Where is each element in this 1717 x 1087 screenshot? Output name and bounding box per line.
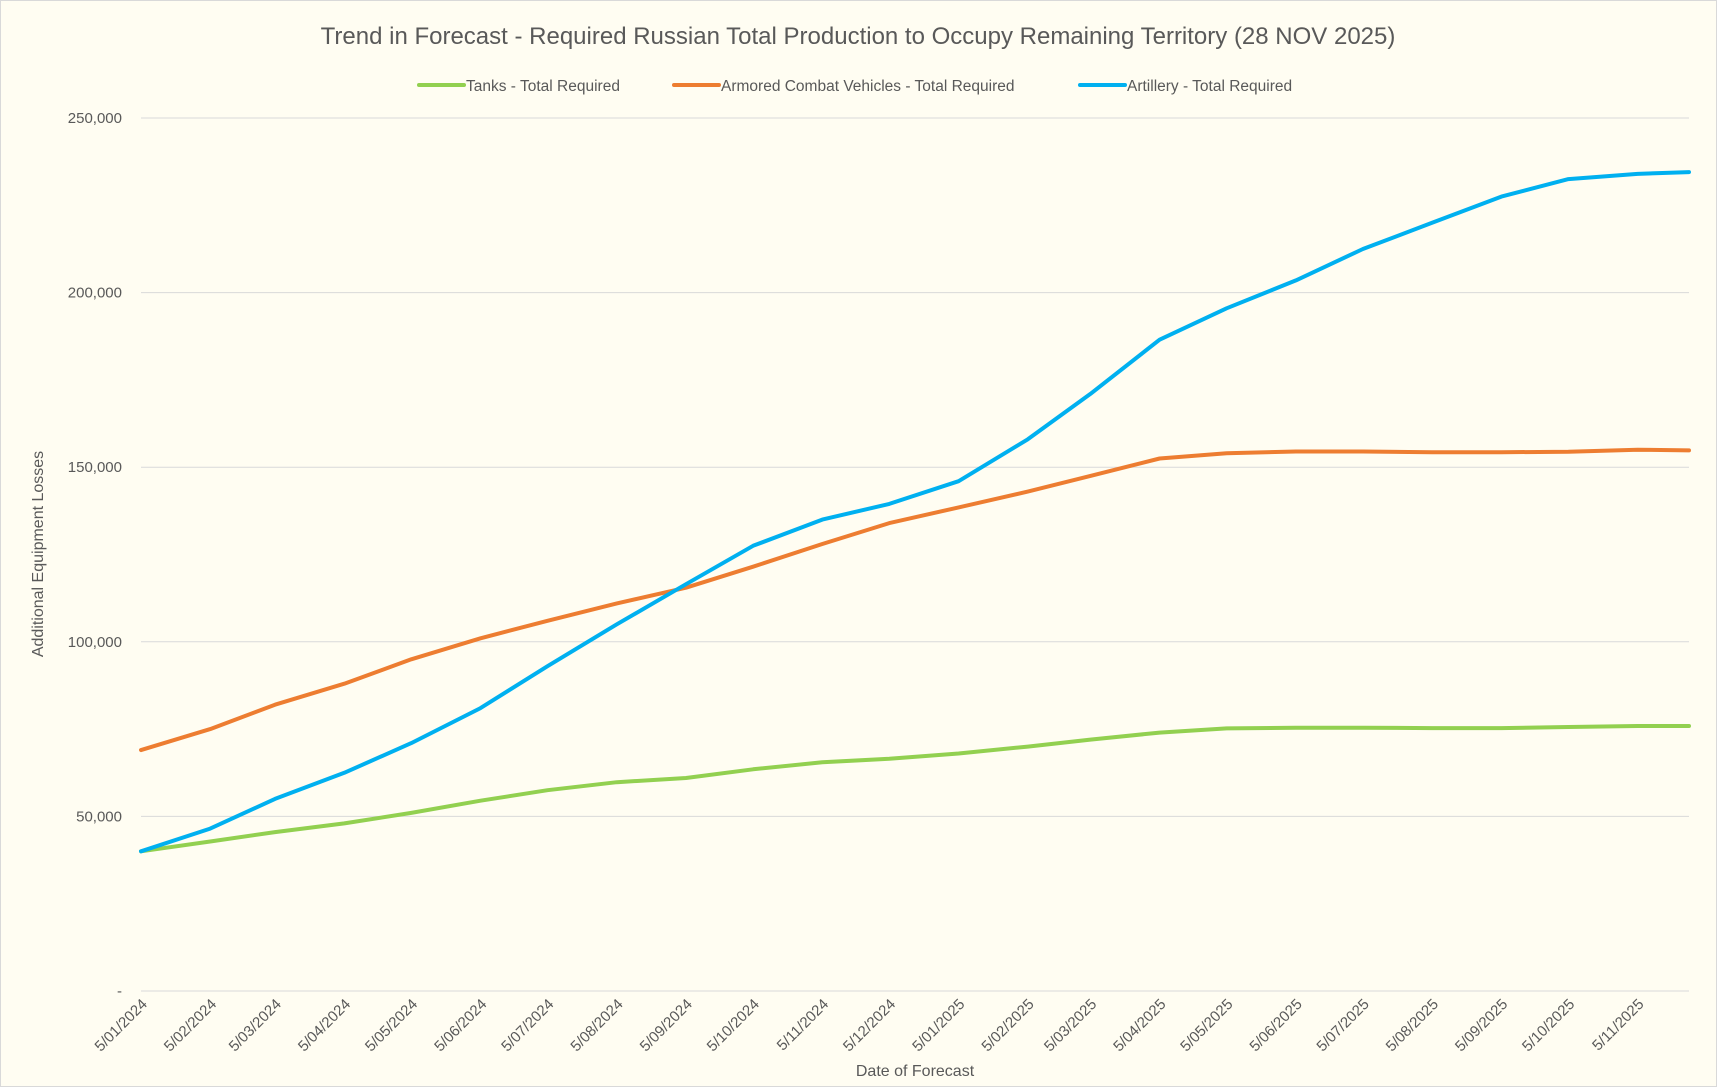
legend-entry: Artillery - Total Required — [1127, 78, 1292, 95]
x-tick-label: 5/06/2024 — [431, 996, 490, 1055]
x-tick-label: 5/02/2025 — [978, 996, 1037, 1055]
y-tick-label: 200,000 — [68, 285, 122, 302]
y-axis-title: Additional Equipment Losses — [30, 451, 47, 657]
series-line — [139, 447, 1691, 753]
x-tick-label: 5/10/2025 — [1519, 996, 1578, 1055]
legend-entry: Tanks - Total Required — [466, 78, 620, 95]
y-tick-label: 50,000 — [76, 808, 122, 825]
y-tick-label: 100,000 — [68, 634, 122, 651]
y-axis-tick-labels: - 50,000 100,000 150,000 200,000 250,000 — [68, 110, 122, 1000]
x-tick-label: 5/03/2025 — [1041, 996, 1100, 1055]
x-tick-label: 5/11/2024 — [774, 996, 832, 1054]
x-tick-label: 5/03/2024 — [226, 996, 285, 1055]
x-tick-label: 5/01/2025 — [909, 996, 968, 1055]
legend-entry: Armored Combat Vehicles - Total Required — [721, 78, 1015, 95]
x-tick-label: 5/12/2024 — [840, 996, 899, 1055]
series-line — [139, 170, 1691, 854]
x-tick-label: 5/07/2025 — [1313, 996, 1372, 1055]
x-tick-label: 5/02/2024 — [161, 996, 220, 1055]
x-tick-label: 5/07/2024 — [498, 996, 557, 1055]
x-tick-label: 5/11/2025 — [1589, 996, 1647, 1054]
x-tick-label: 5/01/2024 — [92, 996, 151, 1055]
x-tick-label: 5/05/2024 — [362, 996, 421, 1055]
x-tick-label: 5/08/2025 — [1383, 996, 1442, 1055]
y-tick-label: - — [117, 983, 122, 1000]
x-tick-label: 5/06/2025 — [1246, 996, 1305, 1055]
x-tick-label: 5/04/2025 — [1110, 996, 1169, 1055]
x-axis-title: Date of Forecast — [856, 1063, 975, 1080]
x-tick-label: 5/08/2024 — [567, 996, 626, 1055]
x-tick-label: 5/09/2024 — [637, 996, 696, 1055]
gridlines — [141, 117, 1689, 817]
x-tick-label: 5/09/2025 — [1452, 996, 1511, 1055]
x-tick-label: 5/04/2024 — [295, 996, 354, 1055]
x-axis: 5/01/2024 5/02/2024 5/03/2024 5/04/2024 5/05… — [92, 990, 1689, 1055]
series-line — [139, 724, 1691, 854]
x-tick-label: 5/10/2024 — [704, 996, 763, 1055]
x-tick-label: 5/05/2025 — [1177, 996, 1236, 1055]
legend: Tanks - Total Required Armored Combat Veh… — [417, 78, 1292, 95]
y-tick-label: 250,000 — [68, 110, 122, 127]
y-tick-label: 150,000 — [68, 459, 122, 476]
chart-title: Trend in Forecast - Required Russian Tot… — [321, 23, 1396, 50]
series-lines — [139, 170, 1691, 854]
